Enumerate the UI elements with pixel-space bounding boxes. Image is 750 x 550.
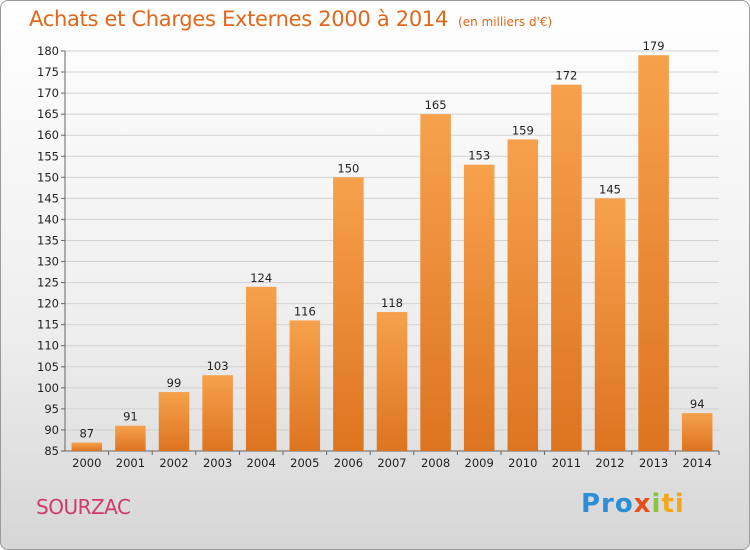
bar-2002 [158,392,190,451]
x-tick-label: 2008 [421,456,450,470]
bar-2007 [376,312,408,451]
bar-2012 [594,198,626,451]
x-tick-label: 2011 [552,456,581,470]
y-tick-label: 175 [37,65,59,79]
bar-2006 [333,177,364,451]
y-tick-label: 165 [37,107,59,121]
x-tick-label: 2012 [595,456,624,470]
value-label: 150 [337,161,359,175]
bar-2005 [289,320,321,451]
x-tick-label: 2001 [116,456,145,470]
y-tick-label: 150 [37,170,59,184]
x-tick-label: 2003 [203,456,232,470]
y-tick-label: 110 [37,339,59,353]
value-label: 124 [250,271,272,285]
y-tick-label: 95 [44,402,59,416]
value-label: 145 [599,182,621,196]
value-label: 91 [123,410,138,424]
bar-2011 [551,84,582,452]
bar-2004 [245,286,277,451]
chart-title: Achats et Charges Externes 2000 à 2014 (e… [29,7,552,31]
x-tick-label: 2009 [465,456,494,470]
value-label: 153 [468,149,490,163]
value-label: 179 [643,39,665,53]
x-tick-label: 2000 [72,456,101,470]
value-label: 103 [207,359,229,373]
logo-part-4: ti [661,489,685,519]
value-label: 159 [512,123,534,137]
proxiti-logo: Proxiti [581,489,685,519]
y-tick-label: 105 [37,360,59,374]
logo-part-1: Pro [581,489,634,519]
bar-2010 [507,139,539,451]
y-tick-label: 160 [37,128,59,142]
x-tick-label: 2005 [290,456,319,470]
value-label: 94 [690,397,705,411]
y-tick-label: 170 [37,86,59,100]
bar-2000 [71,442,103,451]
bar-2014 [681,413,713,451]
value-label: 118 [381,296,403,310]
bar-2003 [202,375,233,451]
y-tick-label: 140 [37,212,59,226]
value-label: 116 [294,304,316,318]
x-tick-label: 2007 [377,456,406,470]
bar-2008 [420,114,451,451]
commune-name: SOURZAC [36,495,131,519]
x-tick-label: 2002 [159,456,188,470]
bar-2009 [463,164,495,451]
bar-2001 [115,425,146,451]
bars [71,55,713,452]
y-tick-label: 85 [44,444,59,458]
x-tick-label: 2006 [334,456,363,470]
logo-part-3: i [651,489,662,519]
value-label: 87 [79,427,94,441]
y-tick-label: 125 [37,276,59,290]
value-label: 99 [167,376,182,390]
y-tick-label: 100 [37,381,59,395]
chart-subtitle: (en milliers d'€) [458,15,553,29]
bar-2013 [638,55,669,452]
y-tick-label: 135 [37,233,59,247]
y-tick-label: 90 [44,423,59,437]
value-label: 165 [425,98,447,112]
x-tick-label: 2010 [508,456,537,470]
value-label: 172 [555,69,577,83]
chart-title-text: Achats et Charges Externes 2000 à 2014 [29,7,449,31]
x-tick-label: 2014 [683,456,712,470]
labels: 2000 87 2001 91 2002 99 2003 103 2004 124 2005 116 2… [72,39,712,470]
y-tick-label: 130 [37,255,59,269]
y-tick-label: 120 [37,297,59,311]
y-tick-label: 115 [37,318,59,332]
y-tick-label: 180 [37,44,59,58]
logo-part-2: x [633,489,652,519]
y-tick-label: 155 [37,149,59,163]
y-tick-label: 145 [37,191,59,205]
x-tick-label: 2004 [247,456,276,470]
x-tick-label: 2013 [639,456,668,470]
